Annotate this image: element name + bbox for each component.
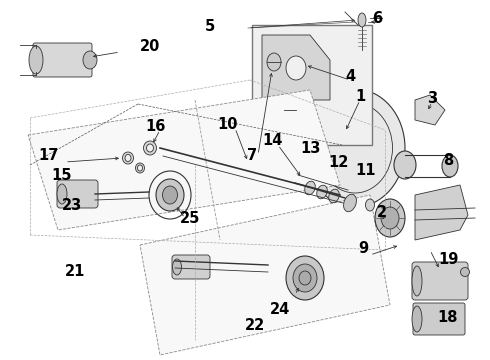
Polygon shape: [415, 95, 445, 125]
Text: 24: 24: [270, 302, 290, 318]
Ellipse shape: [375, 199, 405, 237]
Text: 1: 1: [355, 89, 365, 104]
Text: 22: 22: [245, 318, 265, 333]
Ellipse shape: [317, 185, 327, 199]
FancyBboxPatch shape: [172, 255, 210, 279]
Bar: [252, 25, 372, 145]
Ellipse shape: [29, 46, 43, 74]
Ellipse shape: [293, 264, 317, 292]
Ellipse shape: [299, 271, 311, 285]
Text: 13: 13: [300, 140, 320, 156]
Ellipse shape: [286, 56, 306, 80]
Ellipse shape: [57, 184, 67, 204]
Text: 25: 25: [180, 211, 200, 225]
Ellipse shape: [305, 181, 315, 195]
Ellipse shape: [442, 155, 458, 177]
Ellipse shape: [163, 186, 177, 204]
FancyBboxPatch shape: [413, 303, 465, 335]
Text: 21: 21: [65, 265, 85, 279]
Ellipse shape: [343, 194, 356, 212]
Ellipse shape: [305, 89, 405, 207]
Ellipse shape: [412, 266, 422, 296]
Ellipse shape: [358, 13, 366, 27]
Ellipse shape: [125, 154, 131, 162]
Ellipse shape: [381, 207, 399, 229]
Text: 17: 17: [38, 148, 58, 162]
Text: 7: 7: [247, 148, 257, 162]
Text: 12: 12: [328, 154, 348, 170]
Ellipse shape: [329, 189, 339, 203]
Ellipse shape: [144, 141, 156, 155]
Ellipse shape: [412, 306, 422, 332]
Text: 19: 19: [438, 252, 458, 267]
Text: 5: 5: [205, 18, 215, 33]
Ellipse shape: [394, 151, 416, 179]
Text: 10: 10: [218, 117, 238, 131]
Ellipse shape: [122, 152, 133, 164]
Text: 4: 4: [345, 68, 355, 84]
Text: 20: 20: [140, 39, 160, 54]
FancyBboxPatch shape: [412, 262, 468, 300]
Ellipse shape: [138, 165, 143, 171]
Text: 16: 16: [145, 118, 165, 134]
Ellipse shape: [156, 179, 184, 211]
Text: 14: 14: [262, 132, 282, 148]
Polygon shape: [140, 195, 390, 355]
Ellipse shape: [147, 144, 153, 152]
Text: 2: 2: [377, 204, 387, 220]
Ellipse shape: [461, 267, 469, 276]
FancyBboxPatch shape: [57, 180, 98, 208]
Ellipse shape: [286, 256, 324, 300]
Polygon shape: [28, 90, 340, 230]
Text: 11: 11: [356, 162, 376, 177]
Ellipse shape: [83, 51, 97, 69]
Text: 23: 23: [62, 198, 82, 212]
Text: 18: 18: [438, 310, 458, 325]
Ellipse shape: [366, 199, 374, 211]
Ellipse shape: [267, 53, 281, 71]
Text: 8: 8: [443, 153, 453, 167]
Text: 3: 3: [427, 90, 437, 105]
Polygon shape: [262, 35, 330, 100]
Ellipse shape: [362, 107, 372, 117]
Ellipse shape: [172, 259, 181, 275]
Ellipse shape: [284, 100, 296, 120]
FancyBboxPatch shape: [33, 43, 92, 77]
Text: 9: 9: [358, 240, 368, 256]
Ellipse shape: [136, 163, 145, 173]
Text: 6: 6: [372, 10, 382, 26]
Polygon shape: [415, 185, 468, 240]
Text: 15: 15: [52, 167, 72, 183]
